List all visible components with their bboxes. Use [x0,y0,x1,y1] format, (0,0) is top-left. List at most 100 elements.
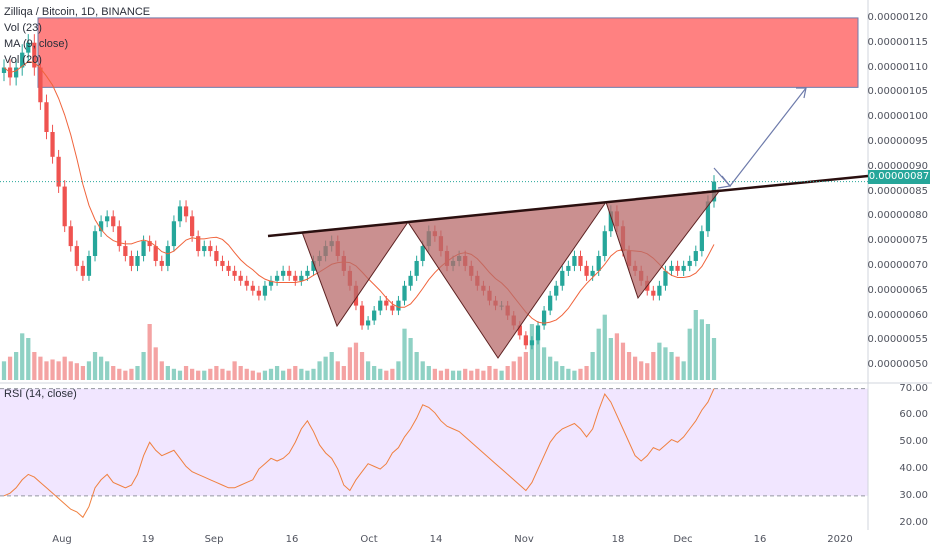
volume-bar [250,370,255,380]
volume-bar [669,352,674,380]
candle-body [414,260,419,276]
price-axis-tick: 0.00000080 [867,210,928,222]
candle-body [274,275,280,281]
volume-bar [632,356,638,380]
volume-bar [681,361,686,380]
volume-bar [311,368,316,380]
volume-bar [639,361,644,380]
candle-body [244,280,249,286]
volume-bar [62,356,67,380]
candle-body [372,310,377,321]
candle-body [74,246,79,266]
volume-bar [620,342,626,380]
volume-bar [44,361,49,380]
volume-bar [335,361,340,380]
candle-body [523,335,529,346]
candle-body [159,260,164,266]
volume-bar [117,368,122,380]
candle-body [693,251,698,261]
volume-bar [444,368,450,380]
volume-bar [153,347,158,380]
candle-body [365,320,371,326]
candle-body [517,325,522,336]
volume-bar [365,361,371,380]
candle-body [651,290,656,296]
time-axis-tick: 16 [285,534,299,545]
volume-bar [329,352,334,380]
volume-bar [20,333,25,380]
candle-body [299,275,304,281]
rsi-legend: RSI (14, close) [4,388,77,400]
candle-body [105,216,110,222]
volume-bar [177,370,183,380]
volume-bar [214,366,219,380]
volume-bar [487,366,492,380]
candle-body [687,260,692,266]
volume-bar [165,366,170,380]
candle-body [287,270,292,276]
volume-bar [147,324,152,380]
candle-body [189,216,195,237]
candle-body [554,285,559,296]
volume-bar [232,361,237,380]
volume-bar [560,366,565,380]
candle-body [578,256,583,266]
candle-body [44,102,49,132]
rsi-axis-tick: 40.00 [899,463,928,475]
symbol-title: Zilliqa / Bitcoin, 1D, BINANCE [4,6,151,18]
volume-bar [26,338,31,380]
volume-bar [390,368,395,380]
volume-bar [517,356,522,380]
volume-bar [359,352,365,380]
rsi-axis-tick: 50.00 [899,436,928,448]
volume-bar [463,368,468,380]
volume-bar [541,347,547,380]
volume-bar [450,370,456,380]
head [407,201,608,359]
volume-bar [535,333,541,380]
candle-body [250,285,255,291]
volume-bar [196,370,201,380]
volume-bar [299,368,304,380]
last-price-badge: 0.00000087 [868,170,930,184]
candle-body [153,246,158,261]
candle-body [177,206,183,222]
candle-body [548,295,553,311]
volume-bar [372,366,377,380]
candle-body [135,256,140,266]
price-axis-tick: 0.00000105 [867,86,928,98]
candle-body [20,52,25,68]
price-axis-tick: 0.00000100 [867,111,928,123]
volume-bar [584,366,589,380]
volume-bar [238,366,243,380]
candle-body [141,241,146,256]
candle-body [584,265,589,276]
price-axis-tick: 0.00000055 [867,334,928,346]
volume-bar [687,328,692,380]
volume-bar [596,328,601,380]
volume-bar [675,356,680,380]
candle-body [129,256,134,266]
volume-bar [262,370,268,380]
candle-body [281,270,286,276]
candle-body [305,270,310,276]
candle-body [566,265,571,271]
volume-bar [281,370,286,380]
candle-body [238,275,243,281]
candle-body [529,340,535,346]
volume-bar [141,352,146,380]
volume-bar [602,314,607,380]
vol-indicator-label: Vol (23) [4,22,42,34]
price-axis-tick: 0.00000050 [867,359,928,371]
volume-bar [699,319,704,380]
time-axis-tick: Aug [52,534,72,545]
candle-body [293,275,298,281]
volume-bar [396,361,401,380]
candle-body [262,285,268,296]
price-axis-tick: 0.00000090 [867,160,928,172]
neckline [267,174,869,238]
candle-body [420,246,425,261]
candle-body [80,265,86,276]
price-axis-tick: 0.00000095 [867,135,928,147]
